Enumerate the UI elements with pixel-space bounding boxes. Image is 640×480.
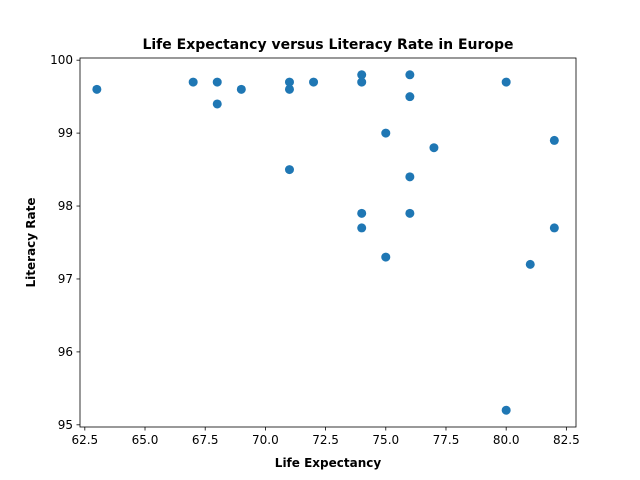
chart-title: Life Expectancy versus Literacy Rate in … xyxy=(142,37,513,53)
data-point xyxy=(357,70,367,80)
data-points xyxy=(92,70,559,415)
data-point xyxy=(212,77,222,87)
data-point xyxy=(357,208,367,218)
y-tick-label: 95 xyxy=(58,418,73,432)
x-axis-ticks: 62.5 65.0 67.5 70.0 72.5 75.0 77.5 80.0 82.5 xyxy=(71,427,580,447)
x-tick-label: 77.5 xyxy=(433,433,460,447)
data-point xyxy=(92,84,102,94)
data-point xyxy=(501,405,511,415)
data-point xyxy=(501,77,511,87)
y-tick-label: 97 xyxy=(58,272,73,286)
data-point xyxy=(236,84,246,94)
x-tick-label: 72.5 xyxy=(312,433,339,447)
data-point xyxy=(284,77,294,87)
data-point xyxy=(212,99,222,109)
data-point xyxy=(405,172,415,182)
x-tick-label: 62.5 xyxy=(71,433,98,447)
data-point xyxy=(381,252,391,262)
data-point xyxy=(357,77,367,87)
plot-area-frame xyxy=(79,57,577,428)
x-axis-label: Life Expectancy xyxy=(275,456,382,470)
data-point xyxy=(405,208,415,218)
data-point xyxy=(284,84,294,94)
data-point xyxy=(549,135,559,145)
data-point xyxy=(405,70,415,80)
data-point xyxy=(309,77,319,87)
data-point xyxy=(405,92,415,102)
x-tick-label: 65.0 xyxy=(132,433,159,447)
y-tick-label: 99 xyxy=(58,126,73,140)
y-axis-label: Literacy Rate xyxy=(24,198,38,288)
x-tick-label: 82.5 xyxy=(553,433,580,447)
data-point xyxy=(429,143,439,153)
data-point xyxy=(525,259,535,269)
data-point xyxy=(549,223,559,233)
x-tick-label: 80.0 xyxy=(493,433,520,447)
x-tick-label: 67.5 xyxy=(192,433,219,447)
x-tick-label: 75.0 xyxy=(372,433,399,447)
data-point xyxy=(381,128,391,138)
y-tick-label: 100 xyxy=(50,53,73,67)
data-point xyxy=(284,165,294,175)
y-tick-label: 96 xyxy=(58,345,73,359)
x-tick-label: 70.0 xyxy=(252,433,279,447)
data-point xyxy=(357,223,367,233)
data-point xyxy=(188,77,198,87)
y-tick-label: 98 xyxy=(58,199,73,213)
y-axis-ticks: 95 96 97 98 99 100 xyxy=(50,53,80,432)
